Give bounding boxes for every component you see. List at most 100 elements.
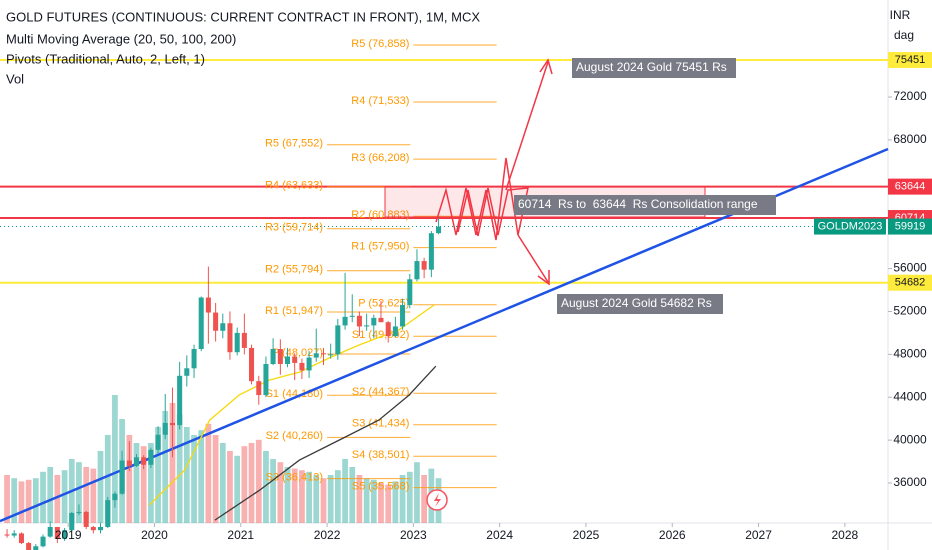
candle-body bbox=[299, 362, 305, 371]
candle-body bbox=[335, 325, 341, 355]
annotation-box bbox=[557, 294, 723, 314]
price-label-bg bbox=[888, 52, 932, 69]
volume-bar bbox=[255, 439, 262, 523]
pivot-label: R4 (71,533) bbox=[351, 95, 409, 107]
candle-body bbox=[349, 315, 355, 317]
pivot-label: P (48,027) bbox=[272, 347, 323, 359]
volume-bar bbox=[219, 443, 226, 523]
candle-body bbox=[328, 354, 334, 356]
volume-bar bbox=[155, 427, 161, 523]
volume-bar bbox=[270, 459, 276, 523]
candle-body bbox=[436, 226, 442, 234]
candle-body bbox=[191, 348, 197, 369]
candle-body bbox=[76, 511, 82, 514]
x-tick-label: 2023 bbox=[400, 528, 427, 542]
candle-body bbox=[277, 348, 283, 364]
overlay: 72000 68000 56000 52000 48000 44000 40000 36000… bbox=[55, 52, 932, 542]
candle-body bbox=[169, 422, 175, 426]
volume-bar bbox=[421, 475, 427, 523]
arrow-head bbox=[539, 58, 553, 75]
candle-body bbox=[292, 356, 298, 363]
annotation-box bbox=[572, 58, 736, 78]
candle-body bbox=[263, 363, 269, 396]
candle-body bbox=[400, 305, 406, 327]
candle-body bbox=[256, 381, 262, 396]
candle-body bbox=[378, 317, 384, 323]
candle-body bbox=[40, 536, 46, 547]
candle-body bbox=[227, 323, 233, 353]
volume-bar bbox=[140, 446, 147, 523]
candle-body bbox=[270, 348, 276, 364]
volume-bar bbox=[176, 414, 183, 523]
x-tick-label: 2026 bbox=[659, 528, 686, 542]
indicator-label: Multi Moving Average (20, 50, 100, 200) bbox=[6, 31, 236, 46]
candle-body bbox=[407, 279, 413, 306]
price-label: 54682 bbox=[895, 277, 926, 289]
indicator-label: Vol bbox=[6, 71, 24, 86]
candle-body bbox=[18, 533, 24, 544]
price-label-bg bbox=[888, 274, 932, 291]
candle-body bbox=[313, 353, 319, 358]
pivot-label: R5 (67,552) bbox=[265, 138, 323, 150]
pivot-label: S5 (35,568) bbox=[352, 481, 409, 493]
pivot-label: R2 (55,794) bbox=[265, 264, 323, 276]
candle-body bbox=[62, 530, 68, 539]
arrow-down bbox=[517, 234, 549, 283]
volume-bar bbox=[299, 470, 305, 523]
volume-bar bbox=[378, 483, 384, 523]
pivot-label: S3 (41,434) bbox=[352, 418, 409, 430]
candle-body bbox=[342, 316, 348, 326]
x-tick-label: 2021 bbox=[227, 528, 254, 542]
candle-body bbox=[306, 357, 312, 371]
volume-bar bbox=[25, 479, 32, 523]
volume-bar bbox=[277, 462, 284, 523]
volume-bar bbox=[414, 462, 420, 523]
volume-bar bbox=[90, 468, 97, 523]
candle-body bbox=[220, 323, 226, 331]
volume-bar bbox=[183, 427, 190, 523]
pivot-label: S2 (44,367) bbox=[352, 386, 409, 398]
volume-bar bbox=[342, 459, 348, 523]
volume-bar bbox=[83, 467, 90, 523]
volume-bar bbox=[370, 479, 377, 523]
price-label: 75451 bbox=[895, 54, 926, 66]
volume-bar bbox=[198, 430, 205, 523]
volume-bar bbox=[320, 478, 327, 523]
candle-body bbox=[177, 375, 183, 426]
moving-average bbox=[214, 365, 437, 521]
price-label: 59919 bbox=[895, 220, 926, 232]
volume-bar bbox=[327, 475, 334, 523]
volume-bar bbox=[291, 468, 298, 523]
volume-bar bbox=[212, 435, 219, 523]
volume-bar bbox=[406, 471, 413, 523]
volume-bar bbox=[169, 403, 176, 523]
candle-body bbox=[205, 297, 211, 313]
volume-bar bbox=[32, 478, 39, 523]
candle-body bbox=[241, 332, 247, 348]
candle-body bbox=[198, 297, 204, 349]
volume-bar bbox=[234, 455, 241, 523]
pivot-label: R1 (51,947) bbox=[265, 305, 323, 317]
candle-body bbox=[133, 457, 140, 466]
pivot-label: R5 (76,858) bbox=[351, 38, 409, 50]
indicator-label: Pivots (Traditional, Auto, 2, Left, 1) bbox=[6, 51, 205, 66]
volume-bar bbox=[18, 481, 25, 523]
y-tick-label: 44000 bbox=[893, 389, 927, 403]
symbol-tag-bg bbox=[814, 218, 886, 235]
moving-average bbox=[148, 304, 435, 506]
volume-bar bbox=[54, 475, 61, 523]
candle-body bbox=[421, 261, 427, 270]
candle-body bbox=[11, 533, 17, 536]
candle-body bbox=[4, 534, 10, 536]
annotation-box bbox=[514, 195, 776, 215]
candle-body bbox=[414, 261, 420, 280]
volume-bar bbox=[385, 484, 392, 523]
annotation: 60714 Rs to 63644 Rs Consolidation range bbox=[518, 197, 758, 211]
candle-body bbox=[90, 526, 96, 531]
volume-bar bbox=[392, 481, 399, 523]
volume-bar bbox=[148, 443, 154, 523]
volume-bar bbox=[205, 423, 212, 523]
candle-body bbox=[112, 493, 118, 501]
pivot-label: S1 (49,692) bbox=[352, 329, 409, 341]
